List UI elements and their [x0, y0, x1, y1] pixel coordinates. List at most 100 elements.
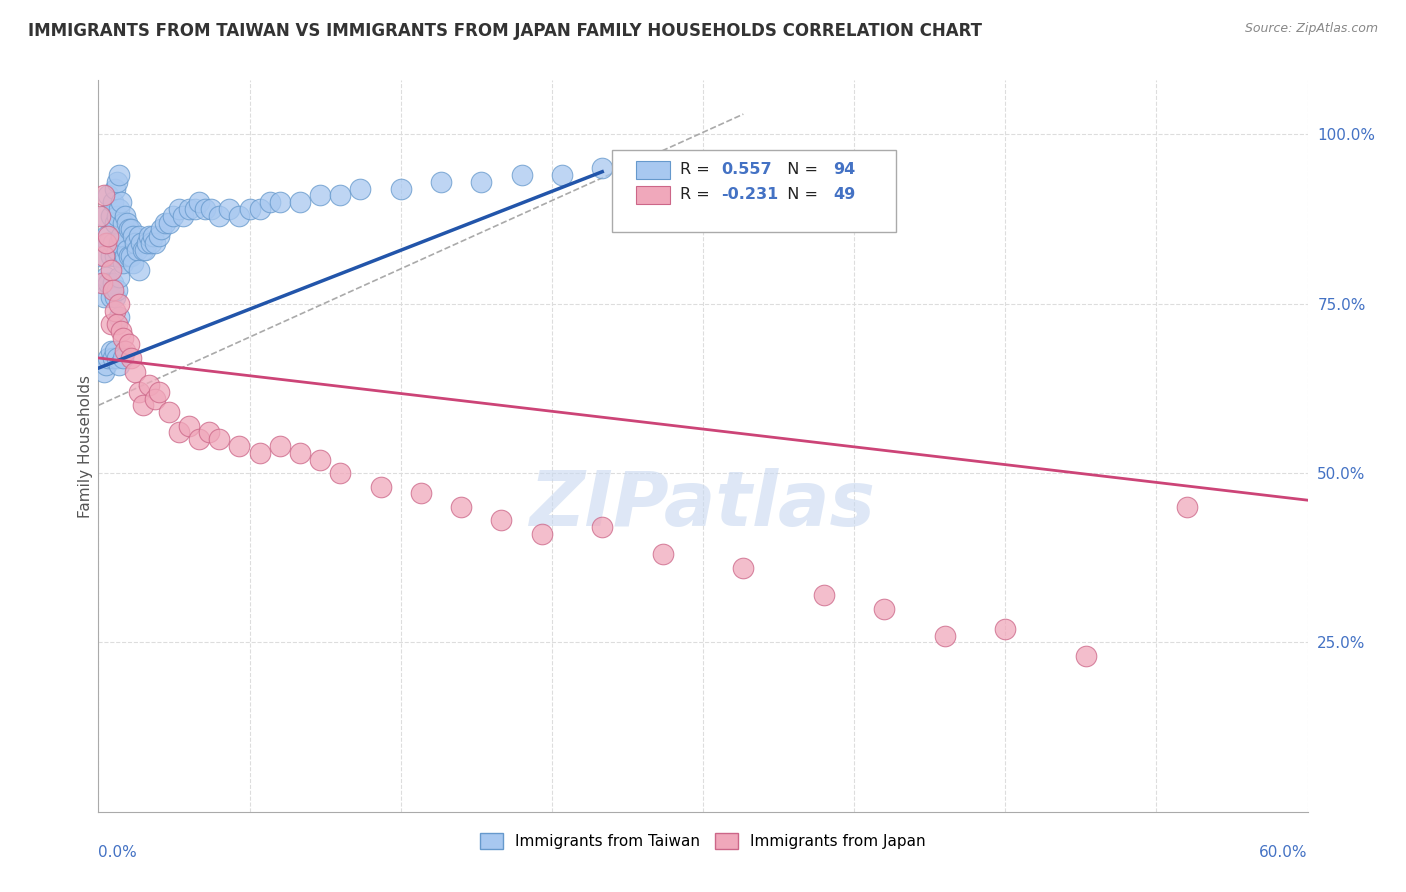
Point [93, 290, 115, 304]
Point [188, 195, 211, 210]
Point [132, 398, 155, 412]
Point [551, 168, 574, 182]
Point [157, 215, 180, 229]
Point [100, 263, 122, 277]
Point [269, 195, 291, 210]
Point [101, 235, 124, 250]
Point [103, 290, 125, 304]
Point [101, 277, 124, 291]
Point [105, 243, 128, 257]
Point [194, 202, 217, 216]
Point [100, 344, 122, 359]
Point [530, 527, 553, 541]
Point [96, 235, 118, 250]
Point [132, 243, 155, 257]
Point [100, 317, 122, 331]
Text: 49: 49 [834, 187, 856, 202]
Point [100, 249, 122, 263]
Point [510, 168, 533, 182]
Point [114, 344, 136, 359]
FancyBboxPatch shape [613, 150, 897, 232]
Point [198, 425, 221, 440]
Point [118, 222, 141, 236]
Text: R =: R = [681, 162, 714, 178]
Point [103, 181, 125, 195]
Point [89, 209, 111, 223]
Point [107, 269, 129, 284]
Point [269, 439, 291, 453]
Point [129, 235, 152, 250]
FancyBboxPatch shape [637, 186, 671, 204]
Point [110, 324, 132, 338]
Point [100, 290, 122, 304]
Point [103, 344, 125, 359]
Point [591, 520, 613, 534]
Point [124, 235, 146, 250]
Point [228, 209, 250, 223]
Point [97, 351, 120, 365]
Point [179, 202, 201, 216]
Point [470, 175, 492, 189]
Point [103, 249, 125, 263]
Point [249, 202, 271, 216]
Text: Source: ZipAtlas.com: Source: ZipAtlas.com [1244, 22, 1378, 36]
Point [111, 215, 134, 229]
Point [111, 256, 134, 270]
Point [733, 561, 755, 575]
Point [103, 215, 125, 229]
Point [134, 243, 156, 257]
Point [105, 209, 128, 223]
Point [121, 229, 143, 244]
Point [107, 168, 129, 182]
Point [107, 202, 129, 216]
Point [994, 622, 1017, 636]
Point [105, 283, 128, 297]
Point [101, 283, 124, 297]
Point [93, 188, 115, 202]
Point [124, 364, 146, 378]
Point [105, 317, 128, 331]
Point [107, 310, 129, 325]
Point [97, 277, 120, 291]
Point [200, 202, 222, 216]
Point [162, 209, 184, 223]
Point [135, 235, 157, 250]
Text: -0.231: -0.231 [721, 187, 779, 202]
Text: 60.0%: 60.0% [1260, 845, 1308, 860]
Point [208, 209, 231, 223]
Point [128, 384, 150, 399]
Point [107, 235, 129, 250]
Point [288, 195, 311, 210]
Point [96, 229, 118, 244]
Point [813, 588, 835, 602]
Point [93, 364, 115, 378]
Point [105, 175, 128, 189]
Point [239, 202, 262, 216]
Point [89, 249, 111, 263]
Point [143, 392, 166, 406]
Point [139, 235, 162, 250]
Legend: Immigrants from Taiwan, Immigrants from Japan: Immigrants from Taiwan, Immigrants from … [474, 827, 932, 855]
Point [309, 188, 332, 202]
Point [120, 222, 142, 236]
Point [142, 229, 165, 244]
Point [138, 378, 160, 392]
Point [105, 351, 128, 365]
Point [120, 249, 142, 263]
Point [167, 202, 190, 216]
Text: IMMIGRANTS FROM TAIWAN VS IMMIGRANTS FROM JAPAN FAMILY HOUSEHOLDS CORRELATION CH: IMMIGRANTS FROM TAIWAN VS IMMIGRANTS FRO… [28, 22, 983, 40]
Point [118, 337, 141, 351]
Point [114, 249, 136, 263]
Point [591, 161, 613, 176]
Point [97, 229, 120, 244]
Point [934, 629, 956, 643]
Point [128, 229, 150, 244]
Point [111, 351, 134, 365]
Point [100, 209, 122, 223]
Point [148, 384, 170, 399]
Point [1074, 648, 1097, 663]
Point [96, 358, 118, 372]
Point [873, 601, 896, 615]
Point [430, 175, 453, 189]
Point [110, 195, 132, 210]
